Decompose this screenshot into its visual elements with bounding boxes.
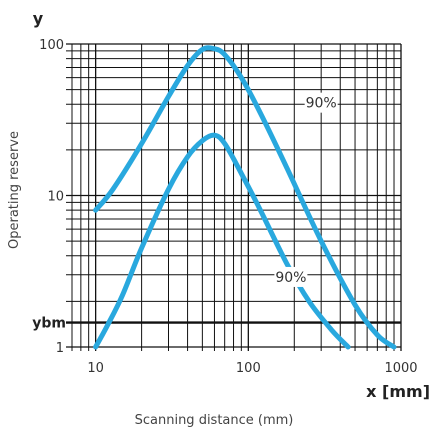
x-axis-label: Scanning distance (mm) [135,413,294,428]
tick-labels: 10 100 1000 1 10 100 [39,38,417,376]
annotation-1: 90% [306,96,337,112]
y-tick-label: 1 [56,341,64,356]
y-axis-label: Operating reserve [7,131,22,249]
x-axis-title: x [mm] [366,382,429,401]
y-tick-label: 10 [47,190,64,205]
annotations: 90% 90% [274,92,338,287]
annotation-bg-1 [304,92,338,113]
y-axis-letter: y [33,9,44,28]
series-layer [93,45,397,350]
x-tick-label: 100 [236,361,261,376]
series-line-2 [93,132,351,350]
y-tick-label: 100 [39,38,64,53]
annotation-bg-2 [274,266,308,287]
reference-lines: ybm [32,316,401,332]
x-tick-label: 1000 [384,361,417,376]
reference-line-ybm-label: ybm [32,316,66,332]
x-tick-label: 10 [87,361,104,376]
series-line-1 [93,45,397,350]
annotation-2: 90% [275,270,306,286]
